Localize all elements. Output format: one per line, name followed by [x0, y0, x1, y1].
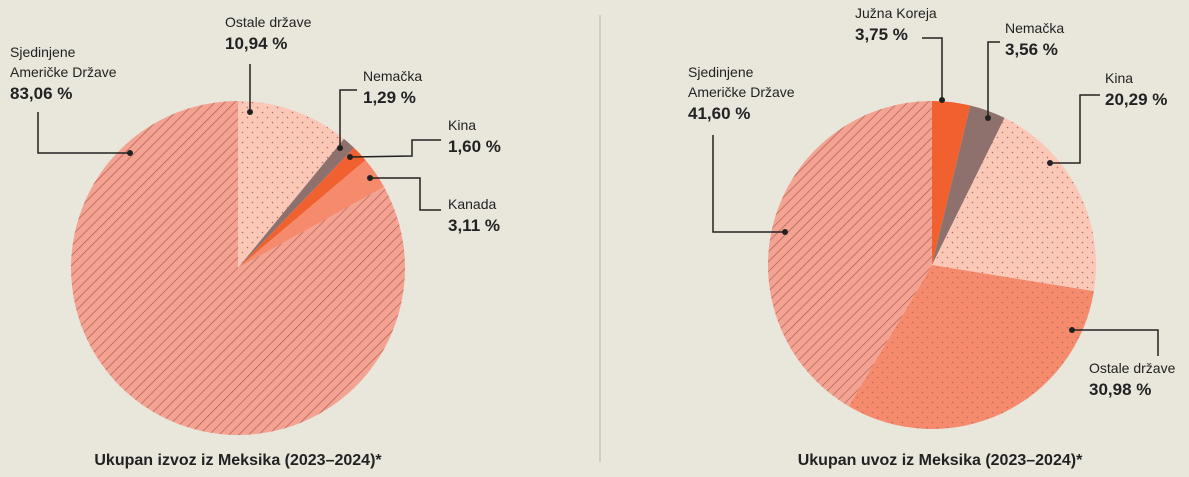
leader-line — [37, 112, 130, 154]
slice-value: 30,98 % — [1089, 380, 1152, 399]
slice-label: Južna Koreja 3,75 % — [855, 3, 975, 47]
leader-dot — [247, 109, 253, 115]
slice-value: 1,29 % — [363, 88, 416, 107]
leader-dot — [985, 115, 991, 121]
slice-name: Ostale države — [1089, 360, 1176, 376]
slice-label: Ostale države 30,98 % — [1089, 358, 1189, 402]
leader-line — [1072, 329, 1159, 356]
leader-dot — [1069, 327, 1075, 333]
leader-line — [922, 37, 943, 100]
slice-label: Kina 1,60 % — [448, 115, 568, 159]
slice-value: 41,60 % — [688, 104, 751, 123]
pie-slice — [932, 105, 1005, 265]
slice-value: 3,11 % — [448, 216, 500, 235]
pie-slice — [932, 117, 1096, 292]
leader-line — [712, 135, 785, 233]
slice-label: Nemačka 3,56 % — [1005, 18, 1125, 62]
slice-name: Južna Koreja — [855, 5, 937, 21]
pie-slice — [238, 101, 344, 268]
slice-name: Kina — [1105, 70, 1134, 86]
slice-name: Nemačka — [363, 68, 423, 84]
leader-line — [1050, 94, 1100, 164]
pie-slice — [71, 101, 406, 435]
leader-dot — [1047, 160, 1053, 166]
leader-dot — [782, 229, 788, 235]
slice-label: Nemačka 1,29 % — [363, 66, 483, 110]
leader-dot — [337, 145, 343, 151]
slice-value: 3,56 % — [1005, 40, 1058, 59]
pie-slice — [238, 147, 366, 268]
slice-value: 20,29 % — [1105, 90, 1168, 109]
slice-name: Nemačka — [1005, 20, 1065, 36]
pie-slice — [932, 101, 971, 265]
slice-name: Sjedinjene Američke Države — [688, 64, 795, 100]
slice-name: Sjedinjene Američke Države — [10, 44, 117, 80]
pie-slice — [238, 160, 385, 268]
slice-value: 1,60 % — [448, 137, 501, 156]
slice-value: 83,06 % — [10, 84, 73, 103]
slice-label: Kina 20,29 % — [1105, 68, 1189, 112]
leader-line — [339, 89, 357, 148]
slice-name: Kanada — [448, 196, 497, 212]
pie-slice — [238, 138, 355, 268]
slice-name: Kina — [448, 117, 477, 133]
leader-dot — [939, 97, 945, 103]
slice-value: 3,75 % — [855, 25, 908, 44]
slice-name: Ostale države — [225, 14, 312, 30]
leader-line — [370, 177, 441, 211]
pie-slice — [848, 265, 1094, 429]
pie-slice — [768, 101, 932, 407]
slice-label: Ostale države 10,94 % — [225, 12, 345, 56]
slice-value: 10,94 % — [225, 34, 288, 53]
leader-line — [349, 139, 441, 158]
leader-dot — [127, 150, 133, 156]
leader-dot — [367, 175, 373, 181]
slice-label: Sjedinjene Američke Države 83,06 % — [10, 42, 130, 106]
leader-line — [987, 41, 1000, 118]
slice-label: Sjedinjene Američke Države 41,60 % — [688, 62, 808, 126]
leader-dot — [347, 154, 353, 160]
chart-title: Ukupan izvoz iz Meksika (2023–2024)* — [94, 452, 382, 469]
chart-title: Ukupan uvoz iz Meksika (2023–2024)* — [797, 452, 1083, 469]
slice-label: Kanada 3,11 % — [448, 194, 568, 238]
